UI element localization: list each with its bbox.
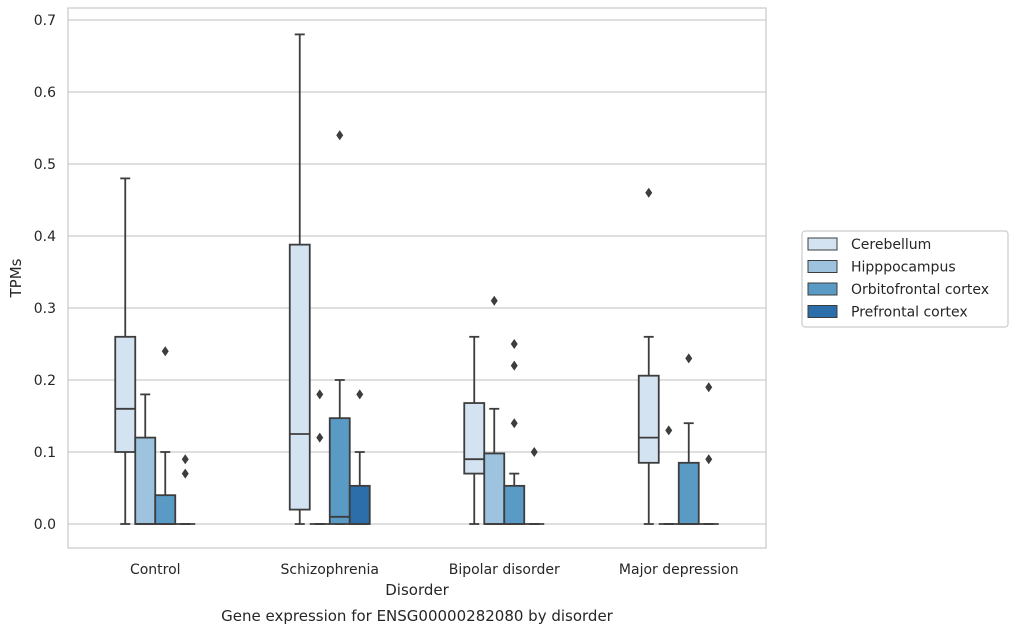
box-cerebellum [637, 187, 660, 525]
x-tick-label: Control [130, 562, 181, 578]
y-axis-ticks: 0.0 0.1 0.2 0.3 0.4 0.5 0.6 0.7 [34, 13, 56, 533]
box-hipppocampus [134, 393, 157, 525]
box-prefrontal-cortex [348, 389, 371, 525]
legend-swatch [807, 282, 838, 296]
x-tick-label: Bipolar disorder [449, 562, 560, 578]
box-hipppocampus [483, 295, 506, 525]
x-tick-label: Major depression [619, 562, 739, 578]
box-prefrontal-cortex [175, 454, 196, 525]
box-cerebellum [288, 33, 311, 525]
box-orbitofrontal-cortex [328, 130, 351, 525]
outlier-point [705, 382, 713, 393]
chart-caption: Gene expression for ENSG00000282080 by d… [221, 607, 614, 625]
plot-frame [67, 7, 767, 549]
legend-label: Orbitofrontal cortex [851, 282, 989, 298]
y-tick-label: 0.2 [34, 373, 56, 389]
y-tick-label: 0.1 [34, 445, 56, 461]
outlier-point [665, 425, 673, 436]
box-cerebellum [114, 177, 137, 525]
legend-label: Hipppocampus [851, 260, 956, 276]
x-axis-label: Disorder [385, 581, 449, 599]
box-body [637, 374, 660, 464]
box-body [154, 494, 177, 525]
outlier-point [356, 389, 364, 400]
box-orbitofrontal-cortex [154, 346, 177, 525]
y-tick-label: 0.4 [34, 229, 56, 245]
outlier-point [181, 454, 189, 465]
y-axis-label: TPMs [7, 258, 25, 298]
legend-frame [801, 230, 1009, 328]
outlier-point [316, 432, 324, 443]
legend-swatch [807, 237, 838, 251]
y-tick-label: 0.6 [34, 85, 56, 101]
box-body [483, 452, 506, 525]
x-tick-label: Schizophrenia [281, 562, 379, 578]
outlier-point [705, 454, 713, 465]
box-plot-marks [114, 33, 719, 525]
box-body [463, 402, 486, 475]
outlier-point [161, 346, 169, 357]
outlier-point [316, 389, 324, 400]
box-body [677, 461, 700, 525]
outlier-point [645, 187, 653, 198]
y-tick-label: 0.7 [34, 13, 56, 29]
outlier-point [490, 295, 498, 306]
box-orbitofrontal-cortex [677, 353, 700, 525]
box-prefrontal-cortex [524, 447, 545, 525]
legend-label: Cerebellum [851, 237, 931, 253]
box-body [328, 417, 351, 525]
box-body [503, 484, 526, 525]
box-body [134, 436, 157, 525]
box-body [288, 243, 311, 511]
outlier-point [510, 418, 518, 429]
outlier-point [685, 353, 693, 364]
outlier-point [510, 360, 518, 371]
box-orbitofrontal-cortex [503, 339, 526, 525]
box-hipppocampus [309, 389, 330, 525]
outlier-point [510, 339, 518, 349]
y-tick-label: 0.5 [34, 157, 56, 173]
box-hipppocampus [658, 425, 679, 525]
box-body [348, 484, 371, 525]
box-body [114, 335, 137, 453]
outlier-point [181, 468, 189, 479]
outlier-point [336, 130, 344, 141]
grid-lines [68, 19, 766, 525]
box-prefrontal-cortex [698, 382, 719, 525]
box-cerebellum [463, 335, 486, 525]
legend: Cerebellum Hipppocampus Orbitofrontal cort… [801, 230, 1009, 328]
y-tick-label: 0.3 [34, 301, 56, 317]
legend-label: Prefrontal cortex [851, 305, 968, 321]
legend-swatch [807, 260, 838, 273]
outlier-point [530, 447, 538, 457]
y-tick-label: 0.0 [34, 517, 56, 533]
x-axis-ticks: Control Schizophrenia Bipolar disorder Majo… [130, 562, 739, 578]
legend-swatch [807, 305, 838, 318]
